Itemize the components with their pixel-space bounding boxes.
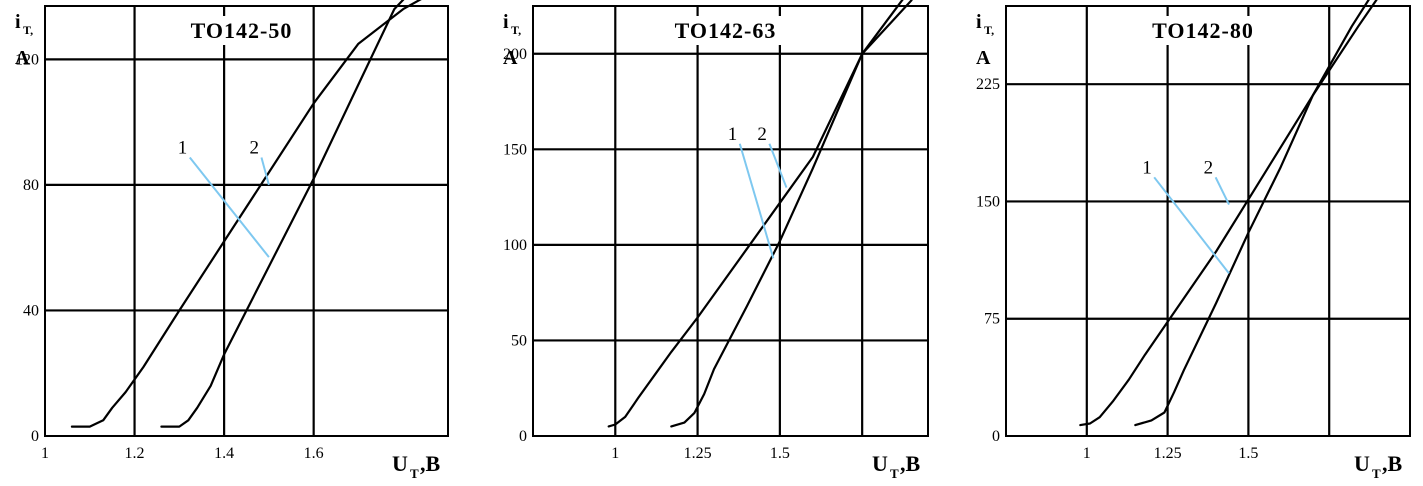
series-label: 2 [757,124,767,145]
y-axis-label: i [503,11,509,33]
series-label: 1 [728,124,738,145]
x-axis-unit: ,B [1382,451,1403,476]
series-label-leader [189,156,270,258]
series-label-leader [768,143,788,188]
series-line-2 [1134,0,1370,427]
x-tick-label: 1.6 [304,445,324,462]
x-axis-label-subscript: T [410,466,419,481]
x-tick-label: 1 [41,445,49,462]
series-label: 2 [249,138,259,159]
x-axis-label-subscript: T [890,466,899,481]
x-tick-label: 1.25 [684,445,712,462]
y-tick-label: 0 [31,428,39,445]
series-line-2 [160,0,405,428]
series-line-2 [670,0,904,428]
y-tick-label: 0 [519,428,527,445]
x-tick-label: 1.4 [214,445,234,462]
x-axis-label: U [392,451,408,476]
series-label-leader [260,157,270,186]
y-axis-label: i [976,11,982,33]
y-axis-unit: A [15,47,30,69]
y-tick-label: 120 [15,51,39,68]
x-axis-unit: ,B [900,451,921,476]
y-tick-label: 200 [503,46,527,63]
chart-panel-3: 1 2 0 75 150 225 1 1.25 1.5 TO142-80 i T, A U T ,B [976,0,1411,481]
y-tick-label: 80 [23,177,39,194]
y-tick-label: 0 [992,428,1000,445]
series-line-1 [1079,0,1378,427]
x-axis-label: U [1354,451,1370,476]
y-axis-label-subscript: T, [511,23,521,37]
x-tick-label: 1 [1083,445,1091,462]
series-line-1 [70,0,422,428]
x-axis-label: U [872,451,888,476]
y-tick-label: 225 [976,76,1000,93]
series-line-1 [607,0,913,428]
y-tick-label: 150 [976,193,1000,210]
y-axis-label-subscript: T, [23,23,33,37]
chart-title-background [666,16,785,45]
series-label-leader [1153,176,1230,274]
y-tick-label: 150 [503,141,527,158]
x-tick-label: 1.5 [1238,445,1258,462]
chart-title-background [1144,16,1262,45]
chart-title: TO142-50 [191,18,293,43]
series-label: 1 [1142,157,1152,178]
y-axis-unit: A [976,47,991,69]
plot-frame [44,5,449,437]
y-tick-label: 50 [511,332,527,349]
y-axis-label-subscript: T, [984,23,994,37]
x-tick-label: 1 [611,445,619,462]
plot-frame [1005,5,1411,437]
y-tick-label: 100 [503,237,527,254]
series-label-leader [1214,176,1230,206]
y-tick-label: 75 [984,311,1000,328]
y-axis-label: i [15,11,21,33]
series-label: 1 [178,138,188,159]
y-axis-unit: A [503,47,518,69]
x-tick-label: 1.5 [770,445,790,462]
series-label: 2 [1204,157,1214,178]
plot-frame [532,5,929,437]
chart-title: TO142-80 [1152,18,1254,43]
chart-title-background [182,16,301,45]
x-axis-label-subscript: T [1372,466,1381,481]
y-tick-label: 40 [23,302,39,319]
series-label-leader [738,143,775,259]
x-tick-label: 1.2 [125,445,145,462]
x-tick-label: 1.25 [1154,445,1182,462]
x-axis-unit: ,B [420,451,441,476]
chart-title: TO142-63 [675,18,777,43]
